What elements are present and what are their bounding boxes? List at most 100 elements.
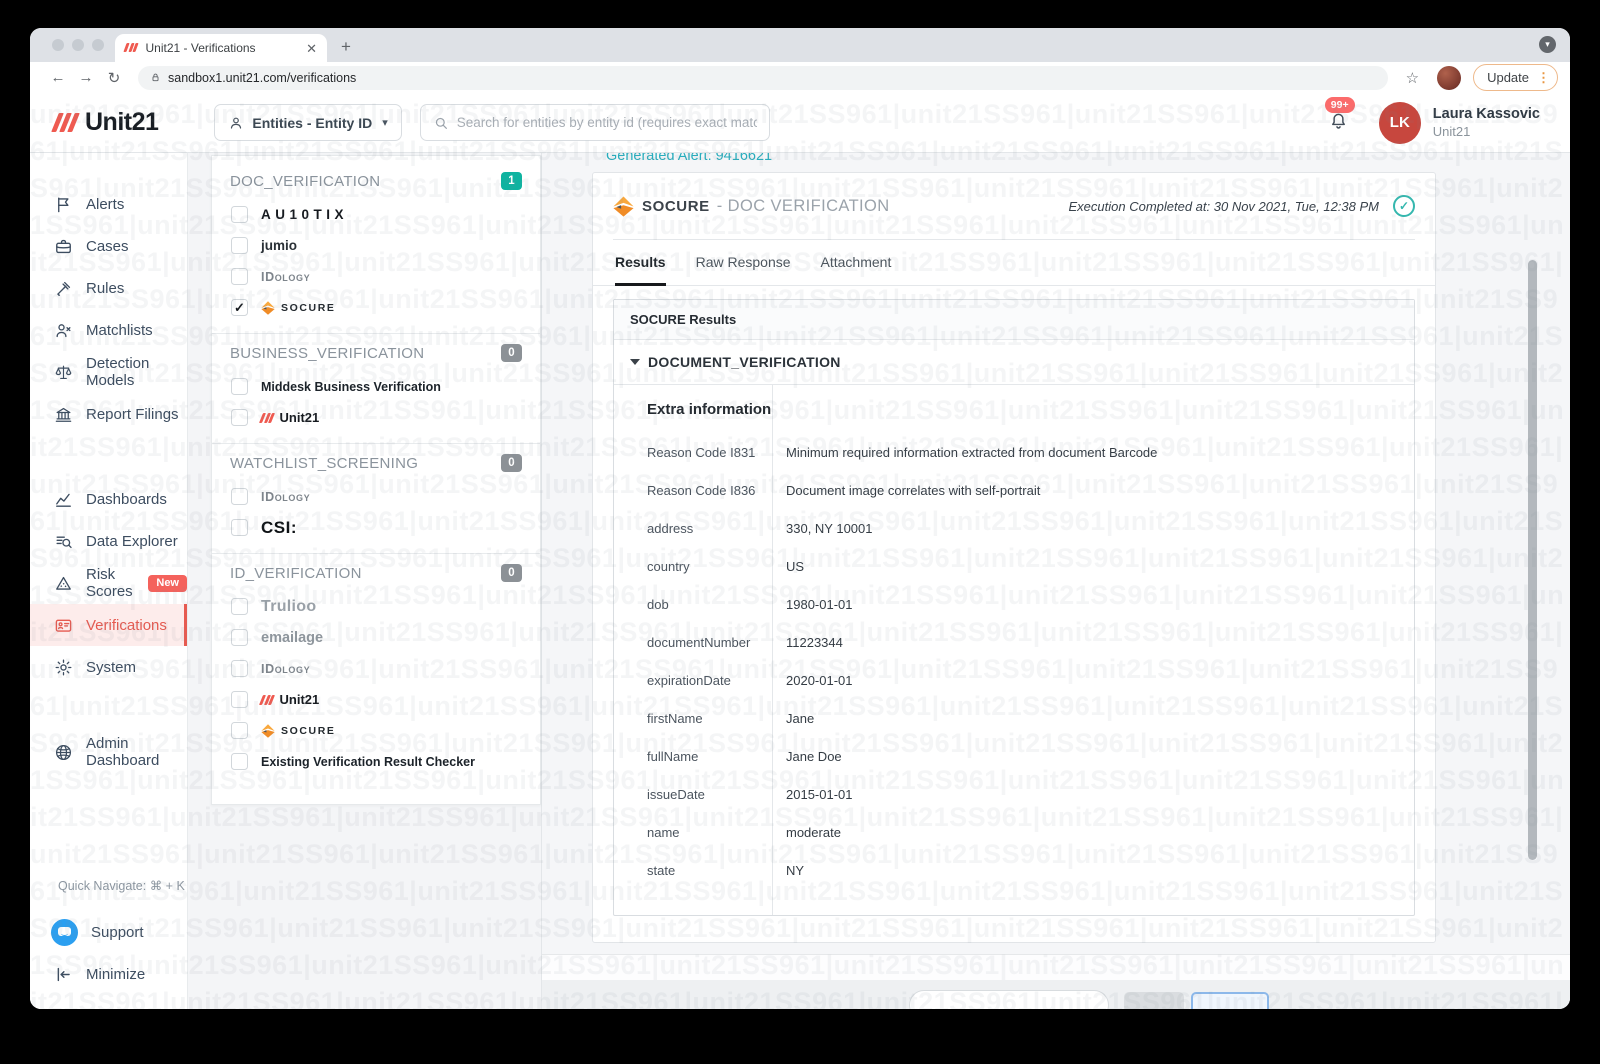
- sidebar-item-verifications[interactable]: Verifications: [30, 604, 187, 646]
- vendor-checkbox[interactable]: [231, 409, 248, 426]
- sidebar-item-dashboards[interactable]: Dashboards: [30, 478, 187, 520]
- entity-type-dropdown[interactable]: Entities - Entity ID ▾: [214, 104, 402, 141]
- scrollbar-thumb[interactable]: [1528, 260, 1537, 860]
- minimize-sidebar-button[interactable]: Minimize: [30, 953, 187, 995]
- vendor-checkbox[interactable]: [231, 660, 248, 677]
- tab-results[interactable]: Results: [615, 240, 666, 286]
- sidebar-item-matchlists[interactable]: Matchlists: [30, 309, 187, 351]
- gear-icon: [54, 658, 73, 677]
- bookmark-star-icon[interactable]: ☆: [1405, 69, 1420, 87]
- back-button[interactable]: ←: [50, 69, 66, 86]
- sidebar-item-label: Detection Models: [86, 355, 150, 389]
- vendor-checkbox[interactable]: [231, 629, 248, 646]
- sidebar-item-admin-dashboard[interactable]: Admin Dashboard: [30, 731, 187, 773]
- generated-alert-link[interactable]: Generated Alert: 9416621: [606, 153, 773, 164]
- reload-button[interactable]: ↻: [107, 69, 121, 87]
- browser-tab[interactable]: Unit21 - Verifications ✕: [115, 34, 327, 62]
- vendor-option-trulioo: Trulioo: [230, 591, 522, 622]
- entity-search-input[interactable]: [456, 115, 757, 130]
- sidebar-item-label: Matchlists: [86, 321, 153, 339]
- tab-raw-response[interactable]: Raw Response: [695, 253, 791, 270]
- sidebar-item-report-filings[interactable]: Report Filings: [30, 393, 187, 435]
- browser-update-button[interactable]: Update ⋮: [1473, 64, 1558, 91]
- section-count-badge: 0: [501, 454, 522, 472]
- unit21-slashes-icon: [258, 412, 275, 423]
- window-controls: [52, 39, 104, 51]
- vendor-checkbox[interactable]: [231, 722, 248, 739]
- result-card-header: SOCURE - DOC VERIFICATION Execution Comp…: [593, 173, 1435, 239]
- table-row: country US: [614, 547, 1414, 585]
- sidebar-item-detection-models[interactable]: Detection Models: [30, 351, 187, 393]
- data-explorer-icon: [54, 532, 73, 551]
- tab-title: Unit21 - Verifications: [145, 41, 256, 55]
- footer-input[interactable]: [909, 990, 1109, 1009]
- group-header: Extra information: [614, 385, 773, 433]
- document-verification-accordion[interactable]: DOCUMENT_VERIFICATION: [614, 340, 1414, 385]
- user-avatar[interactable]: LK: [1378, 101, 1421, 144]
- chevron-down-icon: ▾: [382, 117, 388, 129]
- vendor-checkbox[interactable]: [231, 488, 248, 505]
- tab-attachment[interactable]: Attachment: [820, 253, 892, 270]
- vendor-option-socure: SOCURE: [230, 715, 522, 746]
- person-icon: [228, 115, 244, 131]
- footer-primary-button[interactable]: [1191, 992, 1269, 1009]
- result-tabs: Results Raw Response Attachment: [593, 240, 1435, 286]
- forward-button[interactable]: →: [78, 69, 94, 86]
- sidebar: Alerts Cases Rules Matchlists Detection …: [30, 153, 188, 1009]
- gavel-icon: [54, 279, 73, 298]
- vendor-logo: Unit21: [258, 410, 319, 425]
- result-value: 2015-01-01: [786, 786, 853, 802]
- vendor-checkbox[interactable]: [231, 598, 248, 615]
- section-count-badge: 0: [501, 564, 522, 582]
- browser-download-chevron-icon[interactable]: ▾: [1539, 36, 1556, 53]
- entity-dropdown-label: Entities - Entity ID: [252, 114, 373, 131]
- sidebar-item-rules[interactable]: Rules: [30, 267, 187, 309]
- vendor-checkbox[interactable]: [231, 753, 248, 770]
- result-key: dob: [614, 585, 773, 623]
- vendor-option-unit21: Unit21: [230, 684, 522, 715]
- sidebar-item-label: Rules: [86, 279, 125, 297]
- briefcase-icon: [54, 237, 73, 256]
- sidebar-item-risk-scores[interactable]: Risk Scores New: [30, 562, 187, 604]
- vendor-checkbox[interactable]: [231, 299, 248, 316]
- result-value: US: [786, 558, 805, 574]
- notifications-button[interactable]: 99+: [1324, 96, 1355, 136]
- checklist-section: BUSINESS_VERIFICATION 0 Middesk Business…: [212, 333, 540, 433]
- vendor-logo: jumio: [261, 238, 297, 253]
- vendor-checkbox[interactable]: [231, 237, 248, 254]
- minimize-label: Minimize: [86, 965, 146, 983]
- traffic-light-minimize-button[interactable]: [72, 39, 84, 51]
- sidebar-item-cases[interactable]: Cases: [30, 225, 187, 267]
- brand-text: Unit21: [85, 108, 159, 136]
- caret-down-icon: [630, 359, 640, 365]
- vendor-checkbox[interactable]: [231, 268, 248, 285]
- main-content: Generated Alert: 9416621 SOCURE - DOC VE…: [542, 153, 1570, 1009]
- vendor-checkbox[interactable]: [231, 691, 248, 708]
- address-bar[interactable]: sandbox1.unit21.com/verifications: [138, 65, 1388, 90]
- sidebar-item-label: Cases: [86, 237, 129, 255]
- accordion-title: DOCUMENT_VERIFICATION: [648, 354, 841, 370]
- sidebar-item-alerts[interactable]: Alerts: [30, 183, 187, 225]
- support-button[interactable]: Support: [30, 911, 187, 953]
- footer-secondary-button[interactable]: [1124, 992, 1184, 1009]
- vendor-checkbox[interactable]: [231, 206, 248, 223]
- section-count-badge: 1: [501, 172, 522, 190]
- new-tab-button[interactable]: +: [341, 37, 351, 56]
- flag-icon: [54, 195, 73, 214]
- table-group-row: Extra information: [614, 385, 1414, 433]
- tab-close-icon[interactable]: ✕: [306, 40, 317, 56]
- vendor-checkbox[interactable]: [231, 519, 248, 536]
- traffic-light-zoom-button[interactable]: [92, 39, 104, 51]
- result-value: 330, NY 10001: [786, 520, 873, 536]
- sidebar-item-system[interactable]: System: [30, 646, 187, 688]
- entity-search: [419, 104, 770, 141]
- result-value: 1980-01-01: [786, 596, 853, 612]
- browser-profile-avatar[interactable]: [1437, 65, 1462, 90]
- vendor-checkbox[interactable]: [231, 378, 248, 395]
- traffic-light-close-button[interactable]: [52, 39, 64, 51]
- execution-completed-timestamp: Execution Completed at: 30 Nov 2021, Tue…: [1068, 198, 1380, 214]
- section-label: BUSINESS_VERIFICATION: [230, 344, 425, 362]
- vendor-logo: Middesk Business Verification: [261, 379, 441, 394]
- vendor-option-emailage: emailage: [230, 622, 522, 653]
- sidebar-item-data-explorer[interactable]: Data Explorer: [30, 520, 187, 562]
